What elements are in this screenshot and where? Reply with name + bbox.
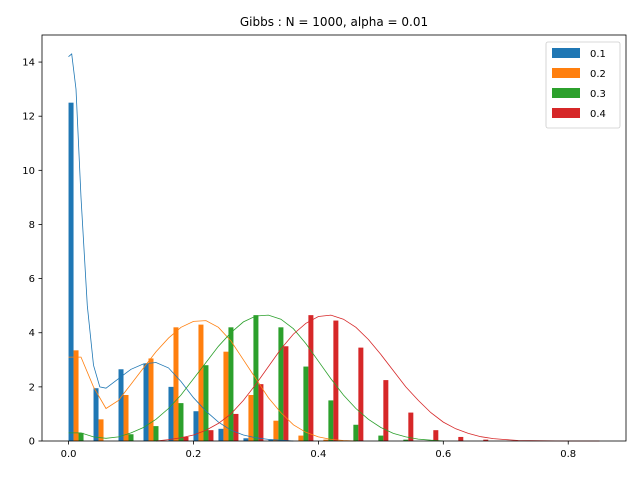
legend-swatch-0.2: [552, 68, 580, 78]
legend-label-0.2: 0.2: [590, 69, 606, 80]
x-tick-label: 0.2: [186, 449, 202, 460]
legend-label-0.4: 0.4: [590, 109, 606, 120]
bar-series-0.1-bin-8: [268, 439, 274, 441]
bar-series-0.4-bin-12: [383, 380, 389, 441]
bar-series-0.1-bin-1: [93, 388, 99, 441]
y-tick-label: 2: [29, 382, 35, 393]
bar-series-0.3-bin-9: [303, 366, 309, 441]
legend-swatch-0.3: [552, 88, 580, 98]
bar-series-0.2-bin-0: [73, 350, 79, 441]
bar-series-0.2-bin-2: [123, 394, 129, 441]
y-tick-label: 4: [29, 328, 35, 339]
y-tick-label: 14: [22, 58, 35, 69]
x-axis: 0.0 0.2 0.4 0.6 0.8: [61, 441, 576, 460]
bar-series-0.4-bin-11: [358, 347, 364, 441]
bar-series-0.3-bin-13: [403, 439, 409, 441]
density-curves-layer: [68, 53, 600, 442]
x-tick-label: 0.0: [61, 449, 77, 460]
bar-series-0.3-bin-4: [178, 403, 184, 441]
bar-series-0.2-bin-6: [223, 351, 229, 441]
bar-series-0.2-bin-7: [248, 394, 254, 441]
plot-frame: [41, 34, 627, 442]
bar-series-0.1-bin-0: [68, 102, 74, 442]
bar-series-0.1-bin-5: [193, 411, 199, 441]
bar-series-0.3-bin-12: [378, 435, 384, 441]
bar-series-0.2-bin-8: [273, 420, 279, 441]
bar-series-0.1-bin-6: [218, 428, 224, 441]
bar-series-0.2-bin-1: [98, 419, 104, 441]
x-tick-label: 0.8: [560, 449, 576, 460]
legend-label-0.1: 0.1: [590, 49, 606, 60]
bar-series-0.4-bin-13: [408, 412, 414, 441]
bar-series-0.1-bin-2: [118, 369, 124, 441]
bar-series-0.4-bin-4: [183, 436, 189, 441]
y-tick-label: 0: [29, 437, 35, 448]
x-tick-label: 0.4: [310, 449, 326, 460]
bar-series-0.4-bin-7: [258, 384, 264, 441]
legend: 0.1 0.2 0.3 0.4: [545, 41, 621, 129]
y-tick-label: 6: [29, 274, 35, 285]
chart-title: Gibbs : N = 1000, alpha = 0.01: [240, 15, 428, 29]
bar-series-0.3-bin-6: [228, 327, 234, 441]
bar-series-0.4-bin-6: [233, 413, 239, 441]
bar-series-0.4-bin-14: [433, 430, 439, 441]
bar-series-0.2-bin-9: [298, 435, 304, 441]
legend-box: [545, 41, 621, 129]
bar-series-0.2-bin-5: [198, 324, 204, 441]
x-tick-label: 0.6: [435, 449, 451, 460]
bar-series-0.3-bin-8: [278, 327, 284, 441]
y-tick-label: 10: [22, 166, 35, 177]
bar-series-0.1-bin-3: [143, 363, 149, 441]
bar-series-0.1-bin-7: [243, 438, 249, 441]
y-axis: 0 2 4 6 8 10 12 14: [22, 58, 42, 448]
legend-swatch-0.1: [552, 48, 580, 58]
bar-series-0.4-bin-5: [208, 430, 214, 441]
bar-series-0.3-bin-0: [78, 432, 84, 441]
bar-series-0.3-bin-5: [203, 365, 209, 441]
bar-series-0.2-bin-4: [173, 327, 179, 441]
bar-series-0.1-bin-4: [168, 386, 174, 441]
density-curve-0.1: [68, 53, 294, 442]
bar-series-0.2-bin-10: [323, 439, 329, 441]
bar-series-0.4-bin-8: [283, 346, 289, 441]
y-tick-label: 8: [29, 220, 35, 231]
bar-series-0.3-bin-3: [153, 426, 159, 441]
bar-series-0.4-bin-15: [458, 436, 464, 441]
bar-series-0.3-bin-11: [353, 424, 359, 441]
density-curve-0.2: [68, 320, 356, 442]
bar-series-0.4-bin-9: [308, 315, 314, 441]
bar-series-0.4-bin-10: [333, 320, 339, 441]
bar-series-0.3-bin-10: [328, 400, 334, 441]
bar-series-0.2-bin-3: [148, 358, 154, 441]
density-curve-0.3: [68, 314, 444, 442]
density-curve-0.4: [155, 314, 600, 442]
bar-series-0.3-bin-2: [128, 434, 134, 441]
bars-layer: [68, 102, 489, 442]
bar-series-0.4-bin-16: [483, 439, 489, 441]
legend-label-0.3: 0.3: [590, 89, 606, 100]
legend-swatch-0.4: [552, 108, 580, 118]
y-tick-label: 12: [22, 112, 35, 123]
